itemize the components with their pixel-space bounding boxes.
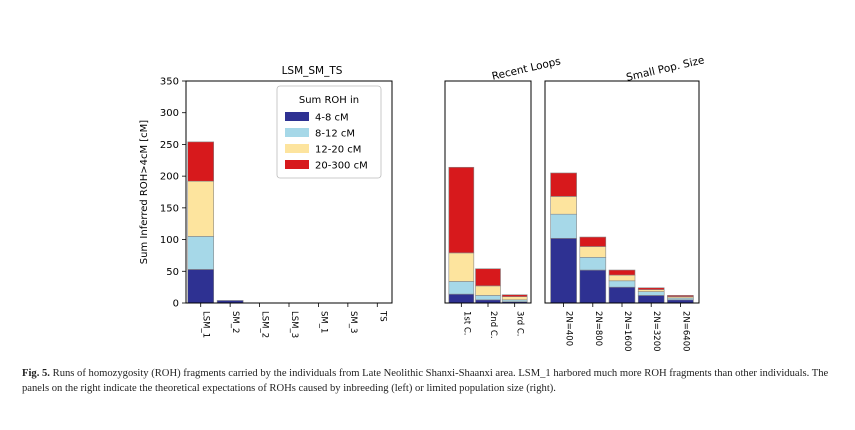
bar-2n-6400-20-300-cm [667, 295, 694, 297]
y-tick-label: 150 [160, 203, 179, 214]
panel-small-pop-size: 2N=400 2N=800 2N=1600 2N=3200 2N=6400 Small P… [544, 54, 706, 352]
panel-recent-loops: 1st C. 2nd C. 3rd C. Recent Loops [444, 55, 562, 339]
bar-2n-1600-12-20-cm [608, 274, 636, 282]
x-tick-label-lsm-1: LSM_1 [201, 311, 211, 338]
legend-swatch-12-20-cm [285, 144, 309, 153]
figure-caption: Fig. 5. Runs of homozygosity (ROH) fragm… [22, 366, 832, 396]
x-tick-label-2n-400: 2N=400 [564, 311, 574, 346]
bar-2n-1600-20-300-cm [608, 269, 636, 276]
x-tick-label-2n-6400: 2N=6400 [680, 311, 690, 352]
x-tick-label-3rd-c: 3rd C. [515, 311, 525, 337]
bar-2nd-c-8-12-cm [475, 295, 501, 301]
bar-2n-400-12-20-cm [550, 196, 577, 215]
bar-2n-800-8-12-cm [579, 257, 607, 271]
legend-box [276, 85, 382, 179]
bar-2nd-c-12-20-cm [475, 285, 501, 296]
x-tick-label-2n-1600: 2N=1600 [622, 311, 632, 352]
bar-2n-1600-8-12-cm [608, 280, 636, 288]
x-tick-label-sm-1: SM_1 [318, 311, 328, 333]
bar-1st-c-12-20-cm [448, 252, 475, 282]
legend-swatch-8-12-cm [285, 128, 309, 137]
y-tick-label: 350 [160, 77, 179, 88]
bar-3rd-c-12-20-cm [501, 296, 528, 301]
y-tick-label: 250 [160, 140, 179, 151]
bar-2n-400-4-8-cm [550, 238, 577, 304]
panel-title: Small Pop. Size [625, 54, 705, 84]
bar-1st-c-8-12-cm [448, 281, 475, 295]
bar-2n-3200-20-300-cm [637, 287, 665, 290]
bar-2n-800-12-20-cm [579, 246, 607, 258]
bar-lsm-1-12-20-cm [187, 180, 215, 237]
bar-2nd-c-20-300-cm [475, 268, 501, 287]
x-tick-label-2n-800: 2N=800 [593, 311, 603, 346]
legend-label-4-8-cm: 4-8 cM [315, 113, 349, 124]
x-tick-label-sm-2: SM_2 [230, 311, 240, 333]
y-tick-label: 200 [160, 172, 179, 183]
bar-2n-3200-8-12-cm [637, 291, 665, 296]
caption-label: Fig. 5. [22, 368, 50, 379]
panel-title: Recent Loops [491, 55, 562, 83]
bar-lsm-1-4-8-cm [187, 269, 215, 304]
bar-2n-3200-4-8-cm [637, 295, 665, 304]
x-tick-label-2n-3200: 2N=3200 [651, 311, 661, 352]
x-tick-label-lsm-2: LSM_2 [260, 311, 270, 338]
panel-title: LSM_SM_TS [282, 65, 343, 77]
bar-2n-400-8-12-cm [550, 213, 577, 239]
bar-lsm-1-20-300-cm [187, 141, 215, 182]
legend-label-20-300-cm: 20-300 cM [315, 161, 368, 172]
legend-swatch-20-300-cm [285, 160, 309, 169]
y-tick-label: 100 [160, 235, 179, 246]
bar-lsm-1-8-12-cm [187, 236, 215, 270]
y-tick-label: 0 [173, 299, 179, 310]
legend: Sum ROH in 4-8 cM 8-12 cM 12-20 cM 20-300 cM [276, 85, 382, 179]
y-axis-label: Sum Inferred ROH>4cM [cM] [139, 120, 150, 264]
bar-2n-800-20-300-cm [579, 236, 607, 247]
legend-swatch-4-8-cm [285, 112, 309, 121]
bar-1st-c-20-300-cm [448, 166, 475, 254]
x-tick-label-1st-c: 1st C. [461, 311, 471, 336]
bar-2n-400-20-300-cm [550, 172, 577, 197]
caption-text: Runs of homozygosity (ROH) fragments car… [22, 368, 829, 394]
bar-2n-800-4-8-cm [579, 269, 607, 304]
legend-label-8-12-cm: 8-12 cM [315, 129, 355, 140]
legend-title: Sum ROH in [299, 95, 359, 106]
bar-3rd-c-20-300-cm [501, 294, 528, 297]
x-tick-label-2nd-c: 2nd C. [488, 311, 498, 339]
y-tick-label: 50 [166, 267, 179, 278]
panel-lsm-sm-ts: LSM_1 SM_2 LSM_2 LSM_3 SM_1 SM_3 TS LSM_SM_TS 0 5… [139, 65, 393, 338]
x-tick-label-ts: TS [377, 310, 387, 322]
plot-frame [544, 80, 700, 304]
plot-frame [185, 80, 393, 304]
x-tick-label-sm-3: SM_3 [348, 311, 358, 333]
x-tick-label-lsm-3: LSM_3 [289, 311, 299, 338]
bar-1st-c-4-8-cm [448, 293, 475, 304]
roh-figure: LSM_1 SM_2 LSM_2 LSM_3 SM_1 SM_3 TS LSM_SM_TS 0 5… [139, 54, 706, 352]
bar-2n-1600-4-8-cm [608, 286, 636, 304]
plot-frame [444, 80, 532, 304]
legend-label-12-20-cm: 12-20 cM [315, 145, 361, 156]
y-tick-label: 300 [160, 108, 179, 119]
